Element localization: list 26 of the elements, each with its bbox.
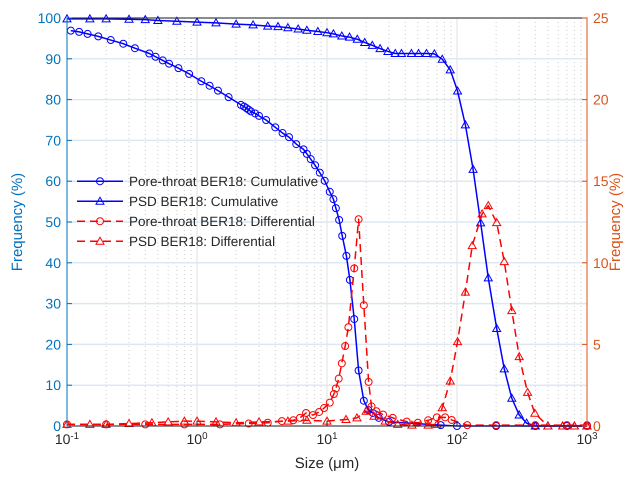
x-tick-label: 10$^{3}$	[576, 430, 598, 447]
x-tick-label: 10$^{1}$	[316, 430, 338, 447]
y-tick-label: 40	[45, 254, 62, 271]
legend-label: PSD BER18: Cumulative	[129, 194, 278, 210]
x-axis-title: Size (μm)	[294, 455, 360, 472]
y-tick-label: 10	[45, 377, 62, 394]
y2-tick-label: 20	[593, 92, 609, 108]
y2-tick-label: 15	[593, 173, 609, 190]
y-tick-label: 70	[45, 132, 62, 148]
x-tick-label: 10$^{0}$	[186, 430, 208, 447]
y-tick-label: 50	[45, 214, 62, 230]
y2-tick-label: 25	[593, 10, 609, 26]
legend-label: Pore-throat BER18: Differential	[129, 214, 315, 230]
legend-label: PSD BER18: Differential	[129, 234, 276, 250]
y2-tick-label: 5	[593, 336, 601, 352]
y-axis-title: Frequency (%)	[9, 172, 26, 272]
y2-tick-label: 10	[593, 254, 609, 271]
y2-axis-title: Frequency (%)	[607, 172, 624, 272]
x-tick-label: 10$^{2}$	[446, 430, 468, 447]
y-tick-label: 90	[45, 50, 62, 67]
y-tick-label: 30	[45, 296, 62, 312]
y-tick-label: 100	[38, 10, 62, 26]
legend-label: Pore-throat BER18: Cumulative	[129, 174, 318, 190]
y-tick-label: 60	[45, 173, 62, 190]
y-tick-label: 20	[45, 336, 62, 352]
y-tick-label: 80	[45, 92, 62, 108]
